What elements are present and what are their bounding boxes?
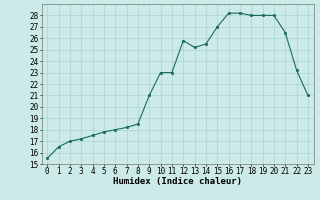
- X-axis label: Humidex (Indice chaleur): Humidex (Indice chaleur): [113, 177, 242, 186]
